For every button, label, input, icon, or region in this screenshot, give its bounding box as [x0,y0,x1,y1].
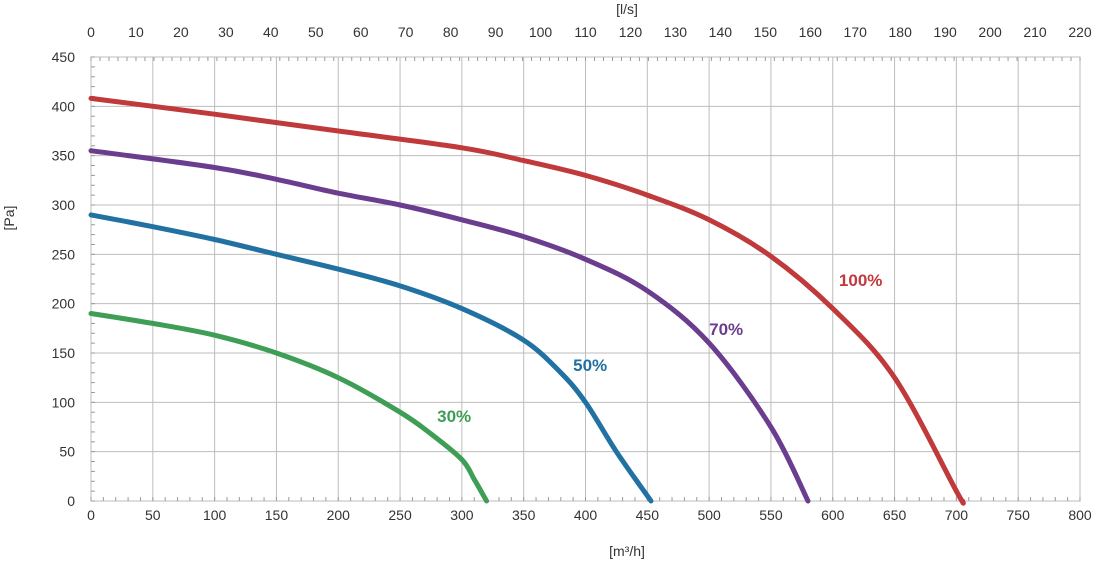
x-tick-label: 100 [203,507,227,523]
x-tick-labels: 0 50 100 150 200 250 300 350 400 450 500 550 600 650 7… [87,507,1092,523]
x2-tick-label: 90 [488,24,504,40]
x2-tick-label: 150 [754,24,778,40]
series-lines [88,95,966,506]
y-tick-label: 0 [67,493,75,509]
x-tick-label: 450 [636,507,660,523]
x-tick-label: 150 [265,507,289,523]
y-tick-label: 350 [52,148,76,164]
x-tick-label: 600 [821,507,845,523]
x2-tick-label: 80 [443,24,459,40]
x2-axis-label: [l/s] [616,1,638,17]
series-label-100pct: 100% [839,271,882,290]
y-tick-label: 450 [52,49,76,65]
series-line-30pct [88,311,490,504]
x2-tick-label: 0 [87,24,95,40]
y-tick-label: 300 [52,197,76,213]
series-labels: 100% 70% 50% 30% [437,271,882,426]
x2-tick-label: 30 [218,24,234,40]
x-tick-label: 0 [87,507,95,523]
x-tick-label: 700 [945,507,969,523]
grid [90,56,1081,502]
x2-tick-label: 60 [353,24,369,40]
x2-tick-label: 220 [1068,24,1092,40]
x-tick-label: 300 [450,507,474,523]
y-tick-label: 250 [52,246,76,262]
x2-tick-label: 190 [933,24,957,40]
x-tick-label: 750 [1007,507,1031,523]
x-tick-label: 500 [697,507,721,523]
x-axis-label: [m³/h] [609,543,645,559]
x2-tick-labels: 0 10 20 30 40 50 60 70 80 90 100 110 120 130 140 150 160… [87,24,1092,40]
x2-tick-label: 180 [889,24,913,40]
x2-tick-label: 110 [574,24,597,40]
x2-tick-label: 210 [1023,24,1047,40]
x2-tick-label: 50 [308,24,324,40]
y-tick-label: 150 [52,345,76,361]
x-tick-label: 200 [327,507,351,523]
x2-tick-label: 200 [978,24,1002,40]
series-line-100pct [88,95,966,506]
x2-tick-label: 160 [799,24,823,40]
x2-tick-label: 140 [709,24,733,40]
x-tick-label: 800 [1068,507,1092,523]
x2-tick-label: 70 [398,24,414,40]
x-tick-label: 350 [512,507,536,523]
y-tick-label: 200 [52,296,76,312]
series-label-70pct: 70% [709,320,743,339]
x2-tick-label: 20 [173,24,189,40]
x2-tick-label: 100 [529,24,553,40]
x2-tick-label: 130 [664,24,688,40]
y-tick-label: 400 [52,98,76,114]
y-axis-label: [Pa] [1,206,17,231]
x-tick-label: 400 [574,507,598,523]
series-line-70pct [88,148,811,504]
x2-tick-label: 170 [844,24,868,40]
series-label-50pct: 50% [573,356,607,375]
x-tick-label: 50 [145,507,161,523]
series-label-30pct: 30% [437,407,471,426]
minor-ticks [90,56,1081,502]
x2-tick-label: 120 [619,24,643,40]
y-tick-label: 50 [59,444,75,460]
x-tick-label: 650 [883,507,907,523]
x-tick-label: 550 [759,507,783,523]
y-tick-labels: 0 50 100 150 200 250 300 350 400 450 [52,49,76,509]
x-tick-label: 250 [388,507,412,523]
y-tick-label: 100 [52,394,76,410]
x2-tick-label: 40 [263,24,279,40]
x2-tick-label: 10 [128,24,144,40]
series-line-50pct [88,212,654,504]
